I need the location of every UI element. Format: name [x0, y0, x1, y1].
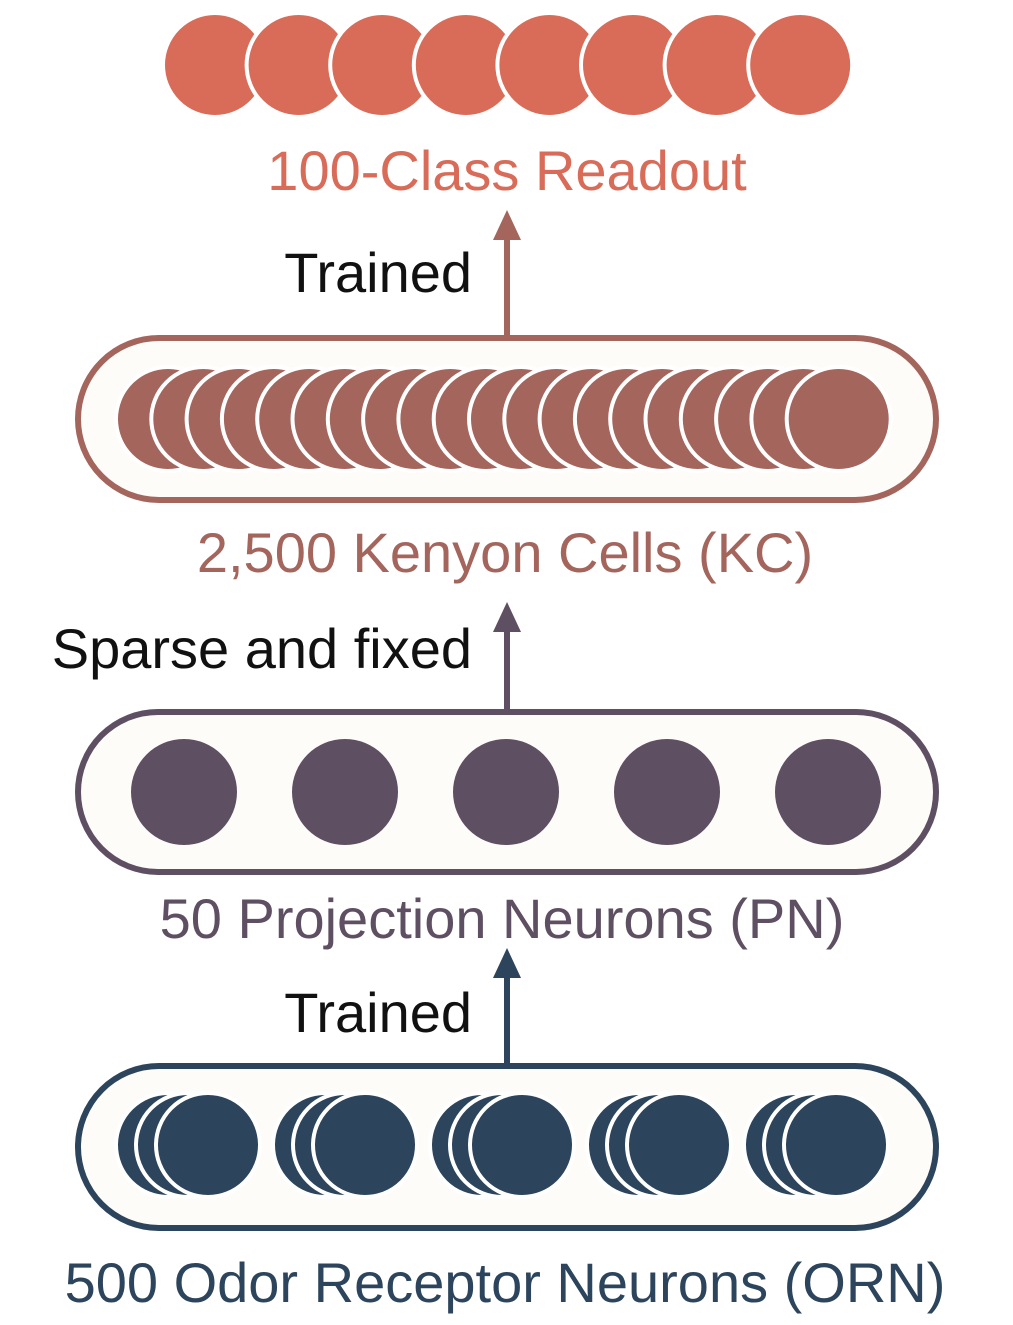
arrow-pn-to-kc: [493, 602, 521, 712]
orn-neuron: [625, 1091, 733, 1199]
pn-label: 50 Projection Neurons (PN): [160, 887, 845, 950]
orn-neuron: [468, 1091, 576, 1199]
arrow-orn-to-pn: [493, 948, 521, 1066]
orn-neurons: [114, 1091, 890, 1199]
kc-label: 2,500 Kenyon Cells (KC): [197, 521, 813, 584]
orn-label: 500 Odor Receptor Neurons (ORN): [65, 1251, 946, 1314]
pn-neuron: [453, 739, 559, 845]
connection-label-sparse-fixed: Sparse and fixed: [52, 617, 472, 680]
orn-neuron: [782, 1091, 890, 1199]
orn-neuron: [311, 1091, 419, 1199]
pn-neuron: [131, 739, 237, 845]
pn-neuron: [614, 739, 720, 845]
readout-neuron: [746, 11, 855, 119]
connection-label-trained-bottom: Trained: [284, 981, 472, 1044]
readout-neurons: [161, 11, 855, 119]
pn-neurons: [131, 739, 881, 845]
connection-label-trained-top: Trained: [284, 241, 472, 304]
kc-neurons: [114, 365, 893, 473]
readout-label: 100-Class Readout: [267, 139, 747, 202]
pn-neuron: [292, 739, 398, 845]
orn-neuron: [154, 1091, 262, 1199]
arrow-kc-to-readout: [493, 210, 521, 336]
pn-neuron: [775, 739, 881, 845]
kc-neuron: [784, 365, 893, 473]
